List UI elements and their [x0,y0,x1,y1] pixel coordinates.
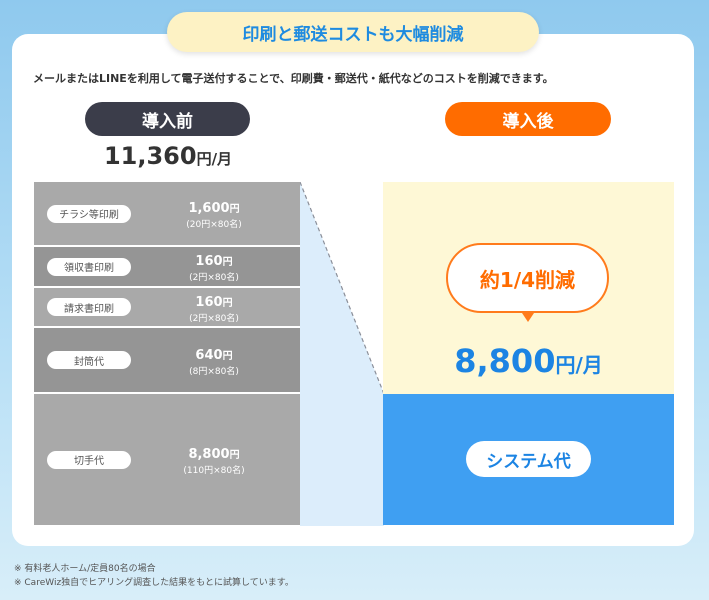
cost-amount: 8,800 [188,447,230,462]
cost-value: 640円 (8円×80名) [164,344,264,377]
cost-detail: (110円×80名) [183,466,245,476]
after-label: 導入後 [445,102,611,136]
footnote: ※ 有料老人ホーム/定員80名の場合 [14,564,156,574]
before-total-unit: 円/月 [196,150,233,168]
before-total-amount: 11,360 [103,142,197,170]
before-label: 導入前 [85,102,250,136]
cost-yen: 円 [222,257,233,268]
cost-value: 160円 (2円×80名) [164,250,264,283]
after-total: 8,800円/月 [383,342,674,380]
cost-detail: (20円×80名) [186,220,242,230]
cost-row-flyer: チラシ等印刷 1,600円 (20円×80名) [34,182,300,247]
intro-text: メールまたはLINEを利用して電子送付することで、印刷費・郵送代・紙代などのコス… [33,72,554,85]
cost-amount: 160 [195,254,223,269]
cost-amount: 1,600 [188,201,230,216]
cost-detail: (8円×80名) [189,366,239,377]
system-cost-label: システム代 [466,441,591,477]
cost-detail: (2円×80名) [189,313,239,324]
cost-tag: チラシ等印刷 [47,204,131,223]
cost-amount: 640 [195,347,223,363]
cost-detail: (2円×80名) [189,273,239,283]
cost-row-receipt: 領収書印刷 160円 (2円×80名) [34,247,300,288]
cost-yen: 円 [222,297,233,309]
cost-tag: 領収書印刷 [47,257,131,276]
cost-amount: 160 [195,294,223,310]
cost-yen: 円 [229,450,240,461]
cost-value: 8,800円 (110円×80名) [164,443,264,476]
after-total-amount: 8,800 [454,342,556,380]
footnote: ※ CareWiz独自でヒアリング調査した結果をもとに試算しています。 [14,578,294,588]
cost-tag: 請求書印刷 [47,298,131,316]
cost-yen: 円 [222,350,233,362]
page-title: 印刷と郵送コストも大幅削減 [167,12,539,52]
before-total: 11,360円/月 [33,142,303,170]
cost-row-stamp: 切手代 8,800円 (110円×80名) [34,394,300,525]
cost-tag: 切手代 [47,450,131,469]
before-cost-stack: チラシ等印刷 1,600円 (20円×80名) 領収書印刷 160円 (2円×8… [34,182,300,525]
reduction-bubble: 約1/4削減 [446,243,609,313]
after-total-unit: 円/月 [555,353,603,377]
cost-value: 1,600円 (20円×80名) [164,197,264,230]
cost-row-invoice: 請求書印刷 160円 (2円×80名) [34,288,300,328]
cost-row-envelope: 封筒代 640円 (8円×80名) [34,328,300,394]
cost-value: 160円 (2円×80名) [164,291,264,324]
footnotes: ※ 有料老人ホーム/定員80名の場合 ※ CareWiz独自でヒアリング調査した… [14,562,294,590]
cost-tag: 封筒代 [47,351,131,369]
cost-yen: 円 [229,204,240,215]
bubble-tail [522,313,534,322]
reduction-connector [300,182,384,526]
